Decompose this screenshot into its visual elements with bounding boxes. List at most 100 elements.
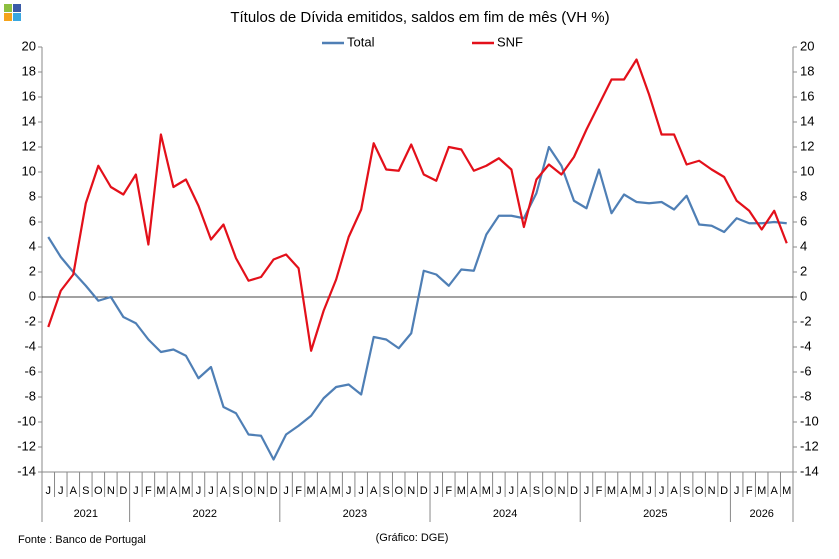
x-tick-label: S bbox=[533, 485, 540, 497]
x-tick-label: J bbox=[646, 485, 652, 497]
y-tick-label: 0 bbox=[29, 288, 36, 303]
x-tick-label: M bbox=[307, 485, 316, 497]
x-tick-label: J bbox=[58, 485, 64, 497]
y-tick-label: 14 bbox=[22, 113, 36, 128]
y2-tick-label: 10 bbox=[800, 163, 814, 178]
year-label: 2025 bbox=[643, 508, 667, 520]
y-tick-label: 18 bbox=[22, 63, 36, 78]
x-tick-label: J bbox=[358, 485, 364, 497]
x-tick-label: A bbox=[520, 485, 528, 497]
y-tick-label: 12 bbox=[22, 138, 36, 153]
x-tick-label: S bbox=[232, 485, 239, 497]
series-line bbox=[47, 145, 787, 461]
y2-tick-label: -4 bbox=[800, 338, 812, 353]
y2-tick-label: -8 bbox=[800, 388, 812, 403]
x-tick-label: O bbox=[545, 485, 554, 497]
y-tick-label: 10 bbox=[22, 163, 36, 178]
x-tick-label: N bbox=[407, 485, 415, 497]
x-tick-label: S bbox=[383, 485, 390, 497]
x-tick-label: A bbox=[370, 485, 378, 497]
y-tick-label: 2 bbox=[29, 263, 36, 278]
x-tick-label: A bbox=[220, 485, 228, 497]
x-tick-label: A bbox=[470, 485, 478, 497]
legend-label: SNF bbox=[497, 34, 523, 49]
x-tick-label: J bbox=[584, 485, 590, 497]
y-tick-label: 8 bbox=[29, 188, 36, 203]
year-label: 2023 bbox=[343, 508, 367, 520]
x-tick-label: D bbox=[119, 485, 127, 497]
y2-tick-label: 18 bbox=[800, 63, 814, 78]
x-tick-label: A bbox=[70, 485, 78, 497]
x-tick-label: M bbox=[482, 485, 491, 497]
x-tick-label: M bbox=[757, 485, 766, 497]
x-tick-label: F bbox=[746, 485, 753, 497]
x-tick-label: J bbox=[208, 485, 214, 497]
source: Fonte : Banco de Portugal bbox=[18, 534, 146, 546]
year-label: 2022 bbox=[192, 508, 216, 520]
x-tick-label: O bbox=[244, 485, 253, 497]
x-tick-label: F bbox=[295, 485, 302, 497]
x-tick-label: M bbox=[156, 485, 165, 497]
y2-tick-label: 4 bbox=[800, 238, 807, 253]
y2-tick-label: 16 bbox=[800, 88, 814, 103]
y2-tick-label: -12 bbox=[800, 438, 819, 453]
x-tick-label: D bbox=[420, 485, 428, 497]
x-tick-label: J bbox=[133, 485, 139, 497]
y-tick-label: -14 bbox=[17, 463, 36, 478]
x-tick-label: N bbox=[257, 485, 265, 497]
y2-tick-label: -14 bbox=[800, 463, 819, 478]
y2-tick-label: 6 bbox=[800, 213, 807, 228]
x-tick-label: F bbox=[596, 485, 603, 497]
y-tick-label: -6 bbox=[24, 363, 36, 378]
y-tick-label: 20 bbox=[22, 38, 36, 53]
x-tick-label: D bbox=[570, 485, 578, 497]
year-label: 2021 bbox=[74, 508, 98, 520]
year-label: 2026 bbox=[749, 508, 773, 520]
x-tick-label: J bbox=[434, 485, 440, 497]
x-tick-label: N bbox=[708, 485, 716, 497]
x-tick-label: D bbox=[270, 485, 278, 497]
year-label: 2024 bbox=[493, 508, 517, 520]
y2-tick-label: -2 bbox=[800, 313, 812, 328]
x-tick-label: J bbox=[283, 485, 289, 497]
x-tick-label: J bbox=[509, 485, 515, 497]
y2-tick-label: 20 bbox=[800, 38, 814, 53]
x-tick-label: D bbox=[720, 485, 728, 497]
y-tick-label: -2 bbox=[24, 313, 36, 328]
y-tick-label: -8 bbox=[24, 388, 36, 403]
x-tick-label: J bbox=[496, 485, 502, 497]
x-tick-label: M bbox=[457, 485, 466, 497]
x-tick-label: A bbox=[320, 485, 328, 497]
x-tick-label: N bbox=[107, 485, 115, 497]
credit: (Gráfico: DGE) bbox=[376, 532, 449, 544]
y-tick-label: 4 bbox=[29, 238, 36, 253]
x-tick-label: J bbox=[734, 485, 740, 497]
y2-tick-label: -6 bbox=[800, 363, 812, 378]
y-tick-label: -10 bbox=[17, 413, 36, 428]
y-tick-label: 6 bbox=[29, 213, 36, 228]
y2-tick-label: 12 bbox=[800, 138, 814, 153]
x-tick-label: O bbox=[394, 485, 403, 497]
y-tick-label: -12 bbox=[17, 438, 36, 453]
chart-title: Títulos de Dívida emitidos, saldos em fi… bbox=[230, 9, 609, 26]
x-tick-label: O bbox=[695, 485, 704, 497]
x-tick-label: F bbox=[145, 485, 152, 497]
x-tick-label: M bbox=[782, 485, 791, 497]
x-tick-label: J bbox=[196, 485, 202, 497]
x-tick-label: J bbox=[659, 485, 665, 497]
y2-tick-label: 8 bbox=[800, 188, 807, 203]
x-tick-label: M bbox=[607, 485, 616, 497]
series-line bbox=[47, 58, 788, 352]
x-tick-label: O bbox=[94, 485, 103, 497]
x-tick-label: N bbox=[557, 485, 565, 497]
y2-tick-label: -10 bbox=[800, 413, 819, 428]
y2-tick-label: 0 bbox=[800, 288, 807, 303]
x-tick-label: M bbox=[332, 485, 341, 497]
x-tick-label: A bbox=[620, 485, 628, 497]
x-tick-label: M bbox=[181, 485, 190, 497]
y2-tick-label: 14 bbox=[800, 113, 814, 128]
legend-label: Total bbox=[347, 34, 375, 49]
x-tick-label: S bbox=[683, 485, 690, 497]
x-tick-label: J bbox=[46, 485, 52, 497]
x-tick-label: A bbox=[771, 485, 779, 497]
